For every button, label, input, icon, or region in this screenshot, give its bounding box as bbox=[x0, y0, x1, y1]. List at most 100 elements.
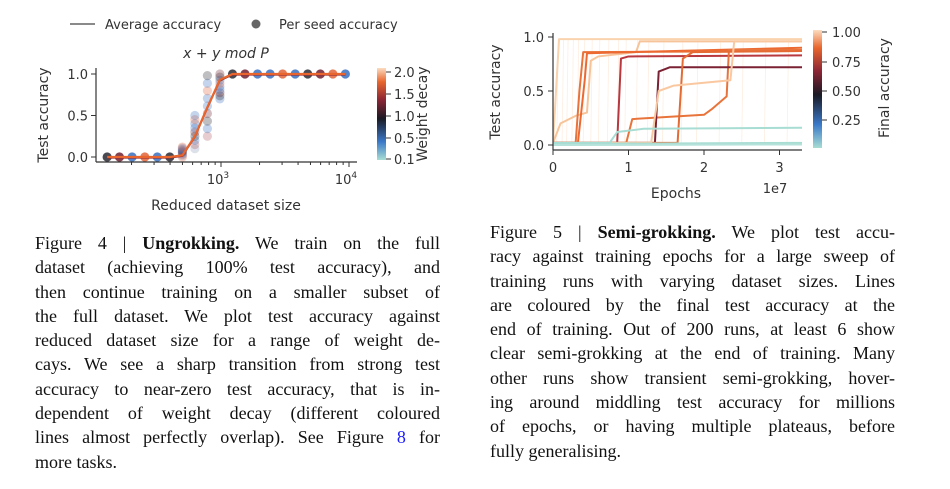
faint-run-line bbox=[553, 38, 802, 145]
caption-line: Figure 4 | Ungrokking. We train on the f… bbox=[35, 231, 440, 255]
y-tick-label: 0.5 bbox=[67, 110, 88, 125]
per-seed-dot bbox=[190, 139, 200, 150]
per-seed-dot bbox=[190, 110, 200, 121]
training-run-line bbox=[553, 38, 802, 143]
caption-text: lines almost perfectly overlap). See Fig… bbox=[35, 427, 397, 448]
x-tick-label: 1 bbox=[624, 161, 632, 176]
caption-text: for bbox=[405, 427, 440, 448]
faint-run-line bbox=[553, 38, 802, 145]
caption-line: are coloured by the final test accuracy … bbox=[490, 294, 895, 315]
per-seed-dot bbox=[215, 94, 225, 104]
per-seed-dot bbox=[215, 91, 225, 101]
colorbar-label: Weight decay bbox=[415, 66, 431, 161]
colorbar-tick-label: 0.1 bbox=[394, 153, 415, 168]
colorbar-tick-label: 1.00 bbox=[832, 26, 861, 41]
caption-line: fully generalising. bbox=[490, 440, 621, 461]
caption-line: end of training. Out of 200 runs, at lea… bbox=[490, 319, 895, 340]
figure-8-link[interactable]: 8 bbox=[396, 427, 406, 448]
faint-run-line bbox=[553, 38, 802, 145]
caption-line: reduced dataset size for a range of weig… bbox=[35, 330, 440, 351]
training-run-line bbox=[553, 40, 802, 144]
legend-dot-marker bbox=[251, 19, 261, 29]
x-tick-label: 104 bbox=[335, 171, 358, 188]
colorbar-tick-label: 1.5 bbox=[394, 88, 415, 103]
faint-run-line bbox=[553, 38, 802, 145]
faint-run-line bbox=[553, 38, 802, 145]
per-seed-dot bbox=[202, 86, 213, 96]
caption-text: We plot test accu- bbox=[715, 222, 896, 242]
caption-line: lines almost perfectly overlap). See Fig… bbox=[35, 425, 440, 449]
colorbar-tick-label: 0.75 bbox=[832, 56, 861, 71]
y-tick-label: 0.5 bbox=[523, 85, 544, 100]
faint-run-line bbox=[553, 38, 802, 145]
faint-run-line bbox=[553, 38, 802, 145]
per-seed-dot bbox=[202, 131, 213, 141]
x-tick-label: 0 bbox=[549, 161, 557, 176]
colorbar-tick-label: 0.50 bbox=[832, 85, 861, 100]
caption-line: the full dataset. We plot test accuracy … bbox=[35, 305, 440, 326]
caption-line: dataset (achieving 100% test accuracy), … bbox=[35, 257, 440, 278]
training-run-line bbox=[553, 143, 802, 146]
x-axis-multiplier: 1e7 bbox=[763, 182, 788, 197]
faint-run-line bbox=[553, 38, 802, 145]
per-seed-dot bbox=[190, 144, 200, 154]
caption-title: Ungrokking. bbox=[142, 233, 240, 253]
x-tick-label: 103 bbox=[207, 171, 229, 188]
caption-line: clear semi-grokking at the end of traini… bbox=[490, 343, 895, 364]
x-tick-label: 3 bbox=[775, 161, 783, 176]
caption-line: more tasks. bbox=[35, 451, 117, 472]
caption-line: racy against training epochs for a large… bbox=[490, 246, 895, 267]
figure-number: Figure 4 | bbox=[35, 233, 143, 253]
faint-run-line bbox=[553, 38, 802, 145]
legend: Average accuracy Per seed accuracy bbox=[70, 18, 398, 33]
y-axis-label: Test accuracy bbox=[36, 67, 52, 163]
x-axis-label: Reduced dataset size bbox=[151, 198, 301, 214]
training-run-line bbox=[553, 48, 802, 144]
chart-title: x + y mod P bbox=[182, 46, 269, 62]
training-run-line bbox=[553, 40, 802, 144]
caption-line: accuracy to near-zero test accuracy, tha… bbox=[35, 378, 440, 399]
per-seed-dot bbox=[177, 142, 187, 152]
faint-run-line bbox=[553, 38, 802, 145]
training-run-line bbox=[553, 126, 802, 144]
per-seed-dot bbox=[190, 115, 200, 125]
colorbar-label: Final accuracy bbox=[877, 38, 893, 138]
caption-line: other runs show transient semi-grokking,… bbox=[490, 367, 895, 388]
x-tick-label: 2 bbox=[700, 161, 708, 176]
caption-line: Figure 5 | Semi-grokking. We plot test a… bbox=[490, 220, 895, 244]
average-accuracy-line bbox=[107, 74, 346, 159]
per-seed-dot bbox=[215, 88, 225, 98]
per-seed-dot bbox=[190, 119, 200, 129]
per-seed-dot bbox=[215, 69, 225, 79]
faint-run-line bbox=[553, 38, 802, 145]
y-tick-label: 0.0 bbox=[67, 151, 88, 166]
caption-line: then continue training on a smaller subs… bbox=[35, 281, 440, 302]
faint-run-line bbox=[553, 38, 802, 145]
figure-number: Figure 5 | bbox=[490, 222, 598, 242]
legend-per-seed-label: Per seed accuracy bbox=[279, 18, 398, 33]
average-accuracy-line bbox=[107, 73, 346, 159]
per-seed-dot bbox=[202, 78, 213, 88]
faint-run-line bbox=[553, 38, 802, 145]
colorbar-weight-decay bbox=[377, 68, 386, 160]
caption-text: We train on the full bbox=[239, 233, 440, 253]
faint-run-line bbox=[553, 38, 802, 145]
caption-line: ing around middling test accuracy for mi… bbox=[490, 392, 895, 413]
average-accuracy-line bbox=[107, 72, 346, 159]
colorbar-final-accuracy bbox=[813, 30, 822, 148]
y-tick-label: 1.0 bbox=[523, 31, 544, 46]
faint-run-line bbox=[553, 38, 802, 145]
caption-line: dependent of weight decay (different col… bbox=[35, 403, 440, 424]
faint-run-line bbox=[553, 38, 802, 145]
training-run-line bbox=[553, 66, 802, 144]
faint-run-line bbox=[553, 38, 802, 145]
colorbar-tick-label: 0.5 bbox=[394, 132, 415, 147]
figure5-caption: Figure 5 | Semi-grokking. We plot test a… bbox=[490, 220, 895, 463]
legend-average-label: Average accuracy bbox=[105, 18, 221, 33]
training-run-line bbox=[553, 46, 802, 144]
y-tick-label: 0.0 bbox=[523, 139, 544, 154]
caption-title: Semi-grokking. bbox=[597, 222, 716, 242]
faint-run-line bbox=[553, 38, 802, 145]
caption-line: of epochs, or having multiple plateaus, … bbox=[490, 416, 895, 437]
y-tick-label: 1.0 bbox=[67, 68, 88, 83]
